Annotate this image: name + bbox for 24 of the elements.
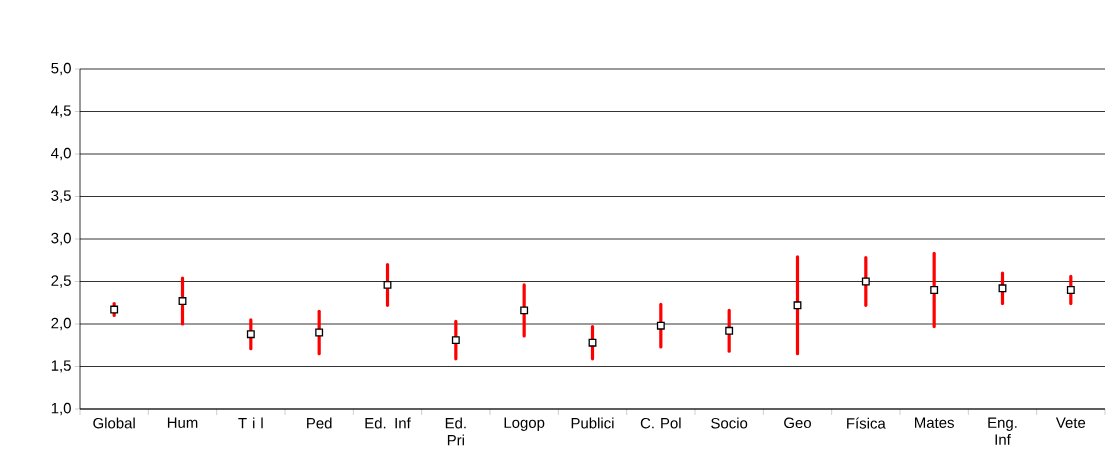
x-tick-label: Ed. Pri xyxy=(445,417,466,446)
y-tick-label: 4,5 xyxy=(51,105,71,118)
x-tick-label: Publici xyxy=(571,417,614,429)
x-tick-label: Eng. Inf xyxy=(988,417,1017,445)
y-tick-label: 1,5 xyxy=(51,360,71,373)
x-tick-label: Ed. Inf xyxy=(365,417,411,429)
y-tick-label: 2,0 xyxy=(51,317,71,331)
x-tick-label: Física xyxy=(847,417,886,429)
y-tick-label: 5,0 xyxy=(51,62,71,76)
y-tick-label: 2,5 xyxy=(51,275,71,288)
x-tick-label: Ped xyxy=(307,417,332,429)
x-tick-label: Geo xyxy=(784,417,811,429)
y-tick-label: 1,0 xyxy=(51,402,71,416)
x-tick-label: Socio xyxy=(711,417,748,429)
y-tick-label: 3,5 xyxy=(51,190,71,203)
x-tick-label: T i l xyxy=(238,417,263,429)
x-tick-label: Vete xyxy=(1055,417,1086,428)
y-tick-label: 3,0 xyxy=(51,232,71,246)
x-tick-label: Mates xyxy=(915,417,954,428)
y-tick-label: 4,0 xyxy=(51,147,71,161)
x-tick-label: Hum xyxy=(167,417,198,428)
x-tick-label: Global xyxy=(93,417,135,429)
x-tick-label: Logop xyxy=(504,417,545,431)
x-tick-label: C. Pol xyxy=(640,417,681,429)
